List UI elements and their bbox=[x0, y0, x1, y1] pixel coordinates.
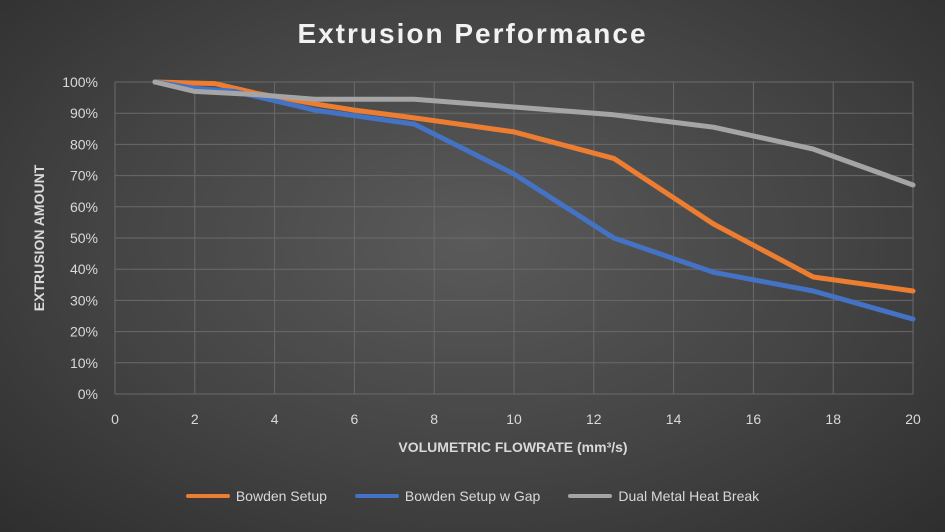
tick-labels: 0% 10% 20% 30% 40% 50% 60% 70% 80% 90% 100% 0 2 4 6 8 10… bbox=[62, 74, 921, 427]
x-tick-label: 0 bbox=[111, 411, 119, 427]
y-tick-label: 80% bbox=[70, 136, 98, 152]
legend-item-1: Bowden Setup bbox=[185, 488, 327, 504]
legend-item-2: Bowden Setup w Gap bbox=[354, 488, 541, 504]
x-tick-label: 6 bbox=[351, 411, 359, 427]
x-tick-label: 14 bbox=[666, 411, 682, 427]
x-tick-label: 10 bbox=[506, 411, 522, 427]
legend-swatch bbox=[354, 494, 399, 498]
legend-label: Dual Metal Heat Break bbox=[618, 488, 760, 504]
x-tick-label: 8 bbox=[430, 411, 438, 427]
legend-swatch bbox=[185, 494, 230, 498]
chart-title: Extrusion Performance bbox=[297, 18, 648, 49]
y-tick-label: 60% bbox=[70, 199, 98, 215]
legend-swatch bbox=[568, 494, 613, 498]
x-tick-label: 16 bbox=[746, 411, 762, 427]
y-tick-label: 70% bbox=[70, 168, 98, 184]
series-lines bbox=[152, 79, 916, 322]
y-tick-label: 40% bbox=[70, 261, 98, 277]
y-tick-label: 20% bbox=[70, 324, 98, 340]
y-tick-label: 100% bbox=[62, 74, 98, 90]
x-tick-label: 2 bbox=[191, 411, 199, 427]
x-tick-label: 4 bbox=[271, 411, 279, 427]
x-axis-title: VOLUMETRIC FLOWRATE (mm³/s) bbox=[398, 439, 627, 455]
x-tick-label: 18 bbox=[825, 411, 841, 427]
y-tick-label: 90% bbox=[70, 105, 98, 121]
y-tick-label: 0% bbox=[78, 386, 98, 402]
x-tick-label: 20 bbox=[905, 411, 921, 427]
y-axis-title: EXTRUSION AMOUNT bbox=[31, 164, 47, 311]
legend-item-3: Dual Metal Heat Break bbox=[568, 488, 759, 504]
grid bbox=[114, 81, 914, 395]
y-tick-label: 50% bbox=[70, 230, 98, 246]
legend-label: Bowden Setup bbox=[235, 488, 327, 504]
series-line-2 bbox=[152, 79, 916, 322]
y-tick-label: 30% bbox=[70, 292, 98, 308]
legend-label: Bowden Setup w Gap bbox=[404, 488, 541, 504]
x-tick-label: 12 bbox=[586, 411, 602, 427]
legend: Bowden Setup Bowden Setup w Gap Dual Metal… bbox=[0, 488, 945, 504]
y-tick-label: 10% bbox=[70, 355, 98, 371]
series-line-1 bbox=[152, 79, 916, 294]
series-line-3 bbox=[152, 79, 916, 188]
